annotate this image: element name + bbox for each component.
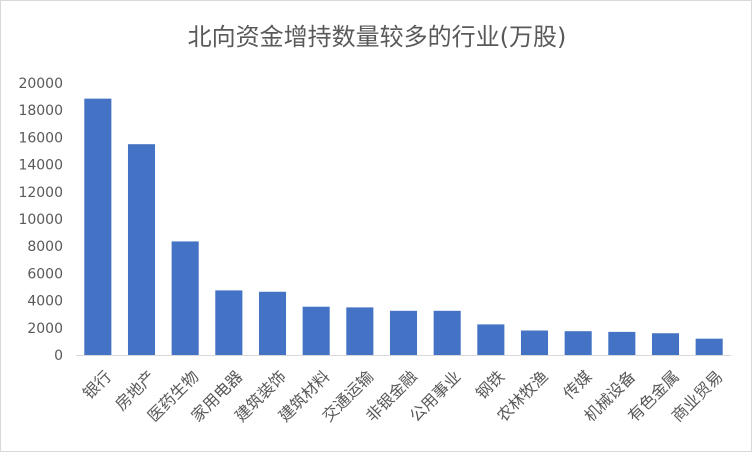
x-tick-label: 银行 [79,367,115,403]
y-tick-label: 8000 [27,239,63,255]
y-tick-label: 0 [54,348,63,364]
bar [84,98,112,355]
y-tick-label: 2000 [27,321,63,337]
bar [215,290,243,355]
chart-title: 北向资金增持数量较多的行业(万股) [187,23,567,51]
bar [695,338,723,355]
bar [477,324,505,355]
bar [302,306,330,355]
bar [651,333,680,355]
bar [389,310,418,355]
y-tick-label: 14000 [18,158,63,174]
y-tick-label: 16000 [18,130,63,146]
bar [127,144,156,355]
y-tick-label: 4000 [27,294,63,310]
y-tick-label: 10000 [18,212,63,228]
bar [608,331,636,355]
x-axis-labels: 银行房地产医药生物家用电器建筑装饰建筑材料交通运输非银金融公用事业 钢铁农林牧渔传… [79,367,726,426]
bar [171,241,199,355]
y-tick-label: 18000 [18,103,63,119]
bar [346,307,374,355]
bar [433,310,461,355]
x-tick-label: 钢铁 [472,367,508,403]
bars [84,98,723,355]
y-tick-label: 20000 [18,76,63,92]
y-axis-ticks: 0 2000 4000 6000 8000 10000 12000 14000 16000 180… [18,76,63,364]
bar [258,291,287,355]
y-tick-label: 12000 [18,185,63,201]
bar [520,330,549,355]
y-tick-label: 6000 [27,266,63,282]
x-tick-label: 传媒 [559,367,595,403]
bar [564,331,592,355]
